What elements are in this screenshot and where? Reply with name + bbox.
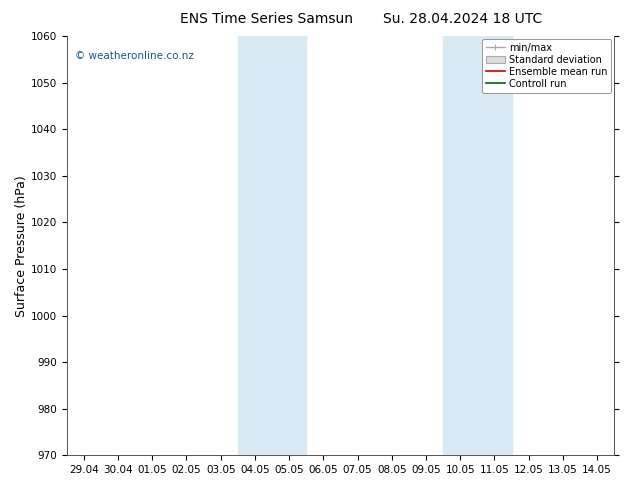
Text: © weatheronline.co.nz: © weatheronline.co.nz	[75, 51, 194, 61]
Legend: min/max, Standard deviation, Ensemble mean run, Controll run: min/max, Standard deviation, Ensemble me…	[482, 39, 611, 93]
Text: ENS Time Series Samsun: ENS Time Series Samsun	[180, 12, 353, 26]
Y-axis label: Surface Pressure (hPa): Surface Pressure (hPa)	[15, 175, 28, 317]
Bar	[238, 36, 306, 455]
Bar	[443, 36, 512, 455]
Text: Su. 28.04.2024 18 UTC: Su. 28.04.2024 18 UTC	[383, 12, 543, 26]
